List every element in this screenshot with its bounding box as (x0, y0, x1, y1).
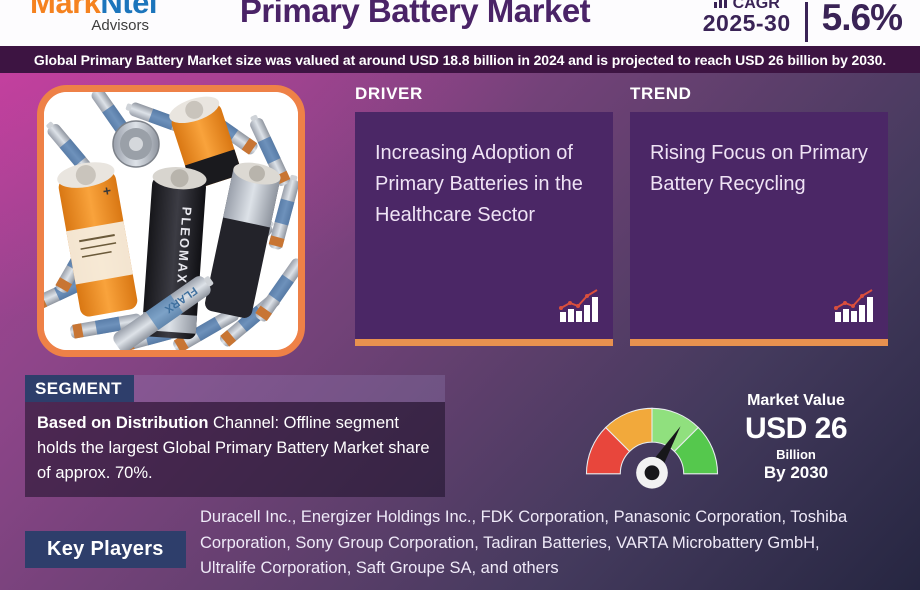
header-bar: MarkNtel Advisors Primary Battery Market… (0, 0, 920, 48)
cagr-block: CAGR 2025-30 5.6% (703, 0, 903, 42)
driver-text: Increasing Adoption of Primary Batteries… (375, 142, 583, 226)
logo-wordmark: MarkNtel (30, 0, 157, 20)
segment-label: SEGMENT (25, 375, 134, 402)
key-players-label: Key Players (25, 531, 186, 568)
driver-label: DRIVER (355, 84, 423, 103)
svg-text:+: + (102, 182, 113, 199)
cagr-value: 5.6% (821, 0, 903, 38)
cagr-label: CAGR (732, 0, 780, 12)
growth-chart-icon (559, 288, 601, 329)
segment-label-row: SEGMENT (25, 375, 445, 402)
gauge-icon (578, 388, 726, 492)
segment-text-rest: Channel: Offline segment holds the large… (37, 414, 430, 482)
key-players-text: Duracell Inc., Energizer Holdings Inc., … (200, 508, 848, 578)
cagr-period-block: CAGR 2025-30 (703, 0, 791, 37)
cagr-period: 2025-30 (702, 10, 791, 36)
segment-text-bold: Based on Distribution (37, 414, 209, 432)
logo-text-ntel: Ntel (100, 0, 157, 20)
segment-text: Based on Distribution Channel: Offline s… (25, 402, 445, 498)
logo-text-mark: Mark (30, 0, 101, 20)
trend-text: Rising Focus on Primary Battery Recyclin… (650, 142, 868, 195)
trend-card: Rising Focus on Primary Battery Recyclin… (630, 112, 888, 346)
battery-pile-image: + PLEOMAX FLARX (37, 85, 305, 357)
market-size-text: Global Primary Battery Market size was v… (33, 51, 887, 68)
page-title: Primary Battery Market (239, 0, 591, 29)
growth-chart-icon (834, 288, 876, 329)
market-value-year: By 2030 (763, 463, 829, 482)
trend-section: TREND Rising Focus on Primary Battery Re… (630, 84, 888, 346)
battery-brand-text: PLEOMAX (174, 206, 194, 285)
bar-chart-icon (713, 0, 728, 13)
market-value-block: Market Value USD 26 Billion By 2030 (724, 392, 868, 483)
market-value-label: Market Value (747, 392, 845, 409)
segment-section: SEGMENT Based on Distribution Channel: O… (25, 375, 445, 498)
market-value-unit: Billion (776, 447, 816, 462)
logo-subtitle: Advisors (91, 16, 149, 34)
driver-card: Increasing Adoption of Primary Batteries… (355, 112, 613, 346)
battery-top-face (112, 120, 160, 168)
trend-label: TREND (630, 84, 692, 103)
market-value-amount: USD 26 (744, 412, 848, 445)
driver-section: DRIVER Increasing Adoption of Primary Ba… (355, 84, 613, 346)
cagr-divider (804, 2, 808, 42)
market-size-banner: Global Primary Battery Market size was v… (0, 46, 920, 73)
logo: MarkNtel Advisors (30, 0, 157, 33)
